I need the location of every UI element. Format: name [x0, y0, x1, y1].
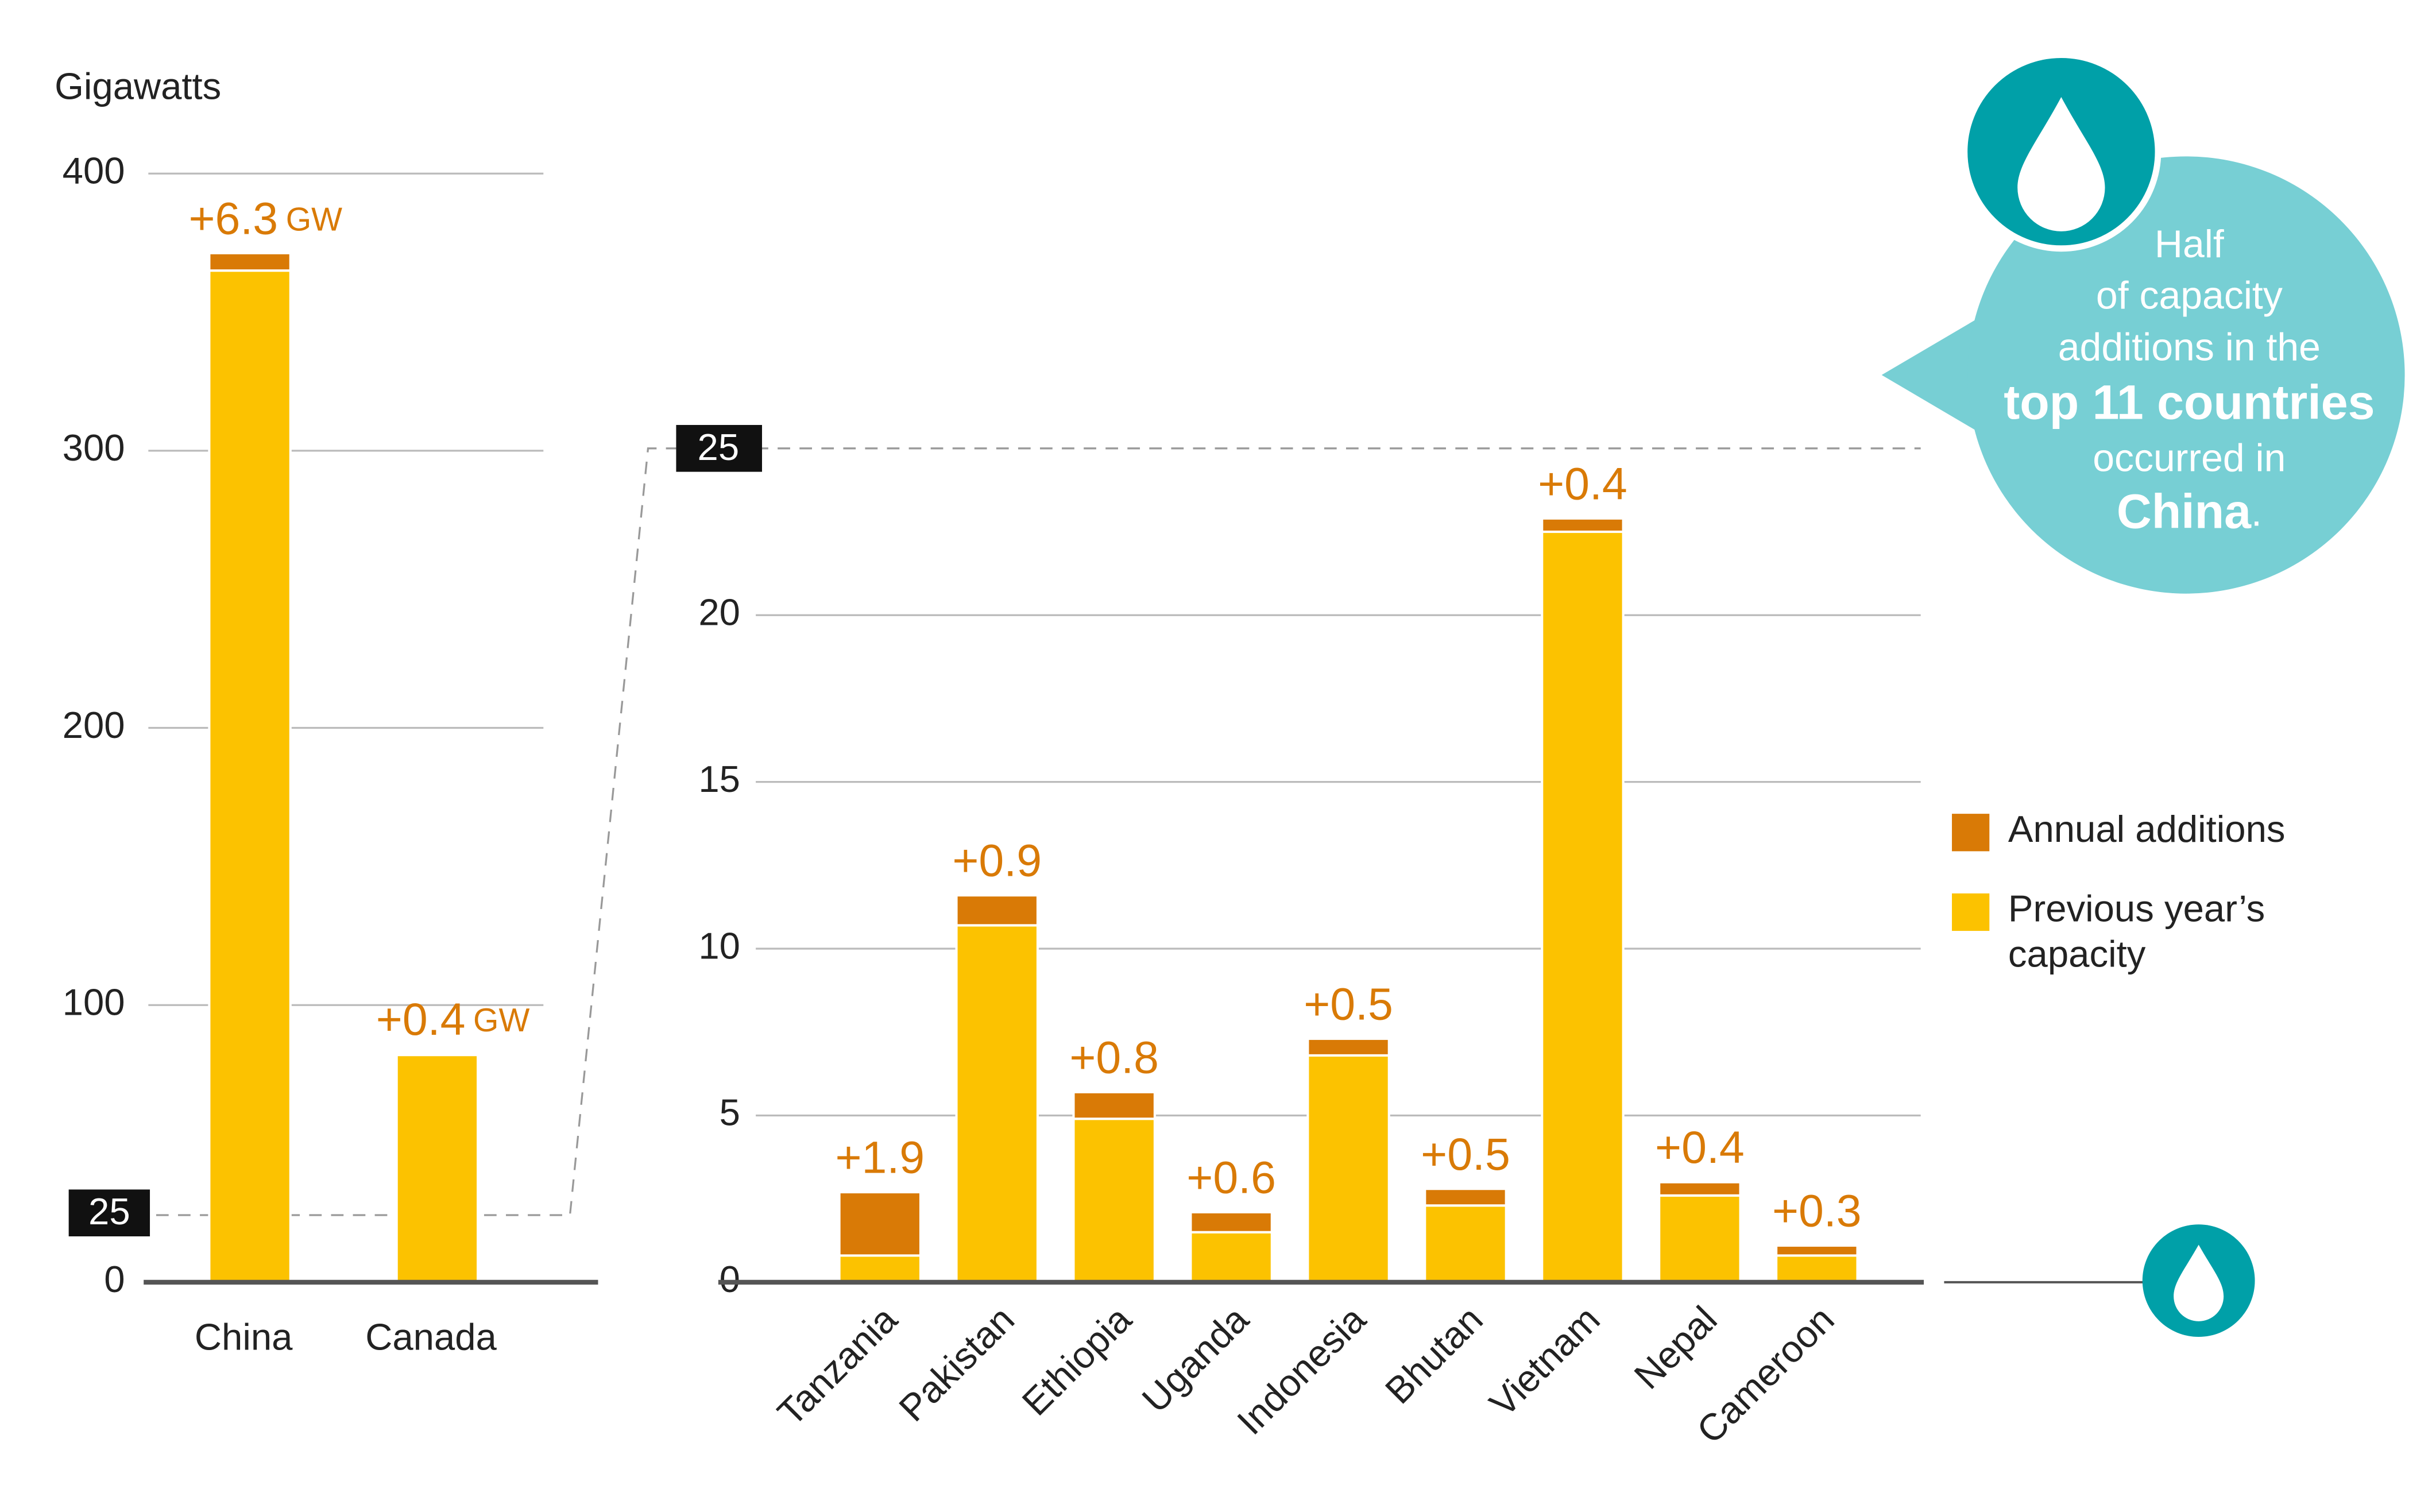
- value-label: +0.9: [952, 836, 1042, 886]
- zoom-marker-label: 25: [88, 1190, 130, 1232]
- bar-segment: [838, 1254, 922, 1283]
- legend-swatch: [1952, 893, 1990, 931]
- callout-text: China.: [2117, 485, 2262, 539]
- value-unit: GW: [286, 201, 342, 238]
- bar-segment: [1189, 1211, 1273, 1233]
- value-label: +0.4: [1655, 1122, 1745, 1173]
- bar-segment: [1189, 1231, 1273, 1283]
- bar-segment: [1072, 1117, 1156, 1283]
- value-label-group: +0.4: [1538, 458, 1627, 509]
- x-tick-label: Pakistan: [891, 1298, 1022, 1429]
- value-label: +0.6: [1186, 1152, 1276, 1202]
- callout-text: additions in the: [2058, 325, 2321, 369]
- x-tick-label: Ethiopia: [1014, 1298, 1140, 1424]
- value-label-group: +0.6: [1186, 1152, 1276, 1202]
- zoom-connector: [156, 447, 676, 1216]
- x-tick-label: Bhutan: [1377, 1298, 1491, 1412]
- bar-segment: [1775, 1244, 1859, 1257]
- x-tick-label: Uganda: [1134, 1298, 1257, 1421]
- y-tick-label: 20: [698, 591, 740, 633]
- legend-label: Annual additions: [2008, 809, 2286, 852]
- value-label: +0.3: [1772, 1185, 1862, 1236]
- bar-segment: [955, 924, 1039, 1283]
- bar-segment: [208, 252, 292, 272]
- legend-entry: Previous year’s capacity: [2008, 888, 2265, 976]
- value-label-group: +0.8: [1069, 1032, 1159, 1082]
- callout-text: occurred in: [2093, 436, 2286, 480]
- y-tick-label: 300: [63, 427, 125, 469]
- bar-segment: [1424, 1204, 1507, 1283]
- callout: Half of capacity additions in the top 11…: [1881, 52, 2405, 594]
- bar-segment: [1775, 1254, 1859, 1283]
- bar-segment: [1306, 1054, 1390, 1283]
- bar-segment: [395, 1053, 480, 1057]
- value-label: +0.8: [1069, 1032, 1159, 1082]
- value-label: +6.3: [188, 193, 278, 243]
- x-tick-label: Vietnam: [1482, 1298, 1608, 1424]
- callout-text: Half: [2155, 222, 2224, 266]
- y-tick-label: 15: [698, 758, 740, 800]
- x-tick-label: Nepal: [1626, 1298, 1725, 1397]
- y-axis-label: Gigawatts: [55, 65, 221, 107]
- value-label-group: +6.3 GW: [188, 193, 342, 243]
- bar-segment: [395, 1054, 480, 1283]
- y-tick-label: 0: [720, 1258, 740, 1300]
- value-label-group: +0.4 GW: [376, 994, 530, 1045]
- x-tick-label: Tanzania: [770, 1298, 906, 1434]
- y-tick-label: 25: [698, 426, 740, 468]
- zoom-marker-box: [68, 1189, 150, 1237]
- y-tick-label: 400: [63, 149, 125, 191]
- value-label: +0.5: [1304, 979, 1393, 1029]
- callout-text: of capacity: [2096, 274, 2283, 318]
- legend-label: Previous year’s capacity: [2008, 888, 2265, 976]
- value-label-group: +1.9: [835, 1132, 925, 1183]
- bar-segment: [1424, 1188, 1507, 1207]
- y-tick-label: 5: [720, 1092, 740, 1134]
- bar-segment: [1072, 1091, 1156, 1120]
- y-tick-label: 200: [63, 704, 125, 746]
- value-label-group: +0.3: [1772, 1185, 1862, 1236]
- value-label-group: +0.5: [1421, 1129, 1510, 1180]
- bar-segment: [955, 894, 1039, 927]
- legend-entry: Annual additions: [2008, 809, 2286, 852]
- bar-segment: [1541, 530, 1625, 1283]
- x-tick-label: Indonesia: [1229, 1298, 1374, 1443]
- callout-text: top 11 countries: [2004, 376, 2375, 430]
- value-label-group: +0.5: [1304, 979, 1393, 1029]
- y-tick-label: 0: [104, 1258, 125, 1300]
- callout-text: .: [2251, 491, 2262, 535]
- value-label-group: +0.4: [1655, 1122, 1745, 1173]
- value-label: +0.4: [376, 994, 466, 1045]
- value-label: +1.9: [835, 1132, 925, 1183]
- bar-segment: [1306, 1037, 1390, 1057]
- callout-emphasis: China: [2117, 485, 2252, 539]
- legend-swatch: [1952, 814, 1990, 852]
- bar-segment: [1658, 1181, 1742, 1197]
- value-label: +0.4: [1538, 458, 1627, 509]
- x-tick-label: China: [195, 1316, 293, 1358]
- y-tick-label: 100: [63, 981, 125, 1023]
- bar-segment: [838, 1191, 922, 1257]
- x-tick-label: Canada: [365, 1316, 497, 1358]
- drop-icon: [1944, 1224, 2255, 1337]
- bar-segment: [1658, 1194, 1742, 1283]
- value-unit: GW: [473, 1002, 529, 1039]
- bar-segment: [1541, 517, 1625, 533]
- bar-segment: [208, 269, 292, 1283]
- value-label-group: +0.9: [952, 836, 1042, 886]
- y-tick-label: 10: [698, 925, 740, 966]
- value-label: +0.5: [1421, 1129, 1510, 1180]
- tick-box: [676, 425, 762, 472]
